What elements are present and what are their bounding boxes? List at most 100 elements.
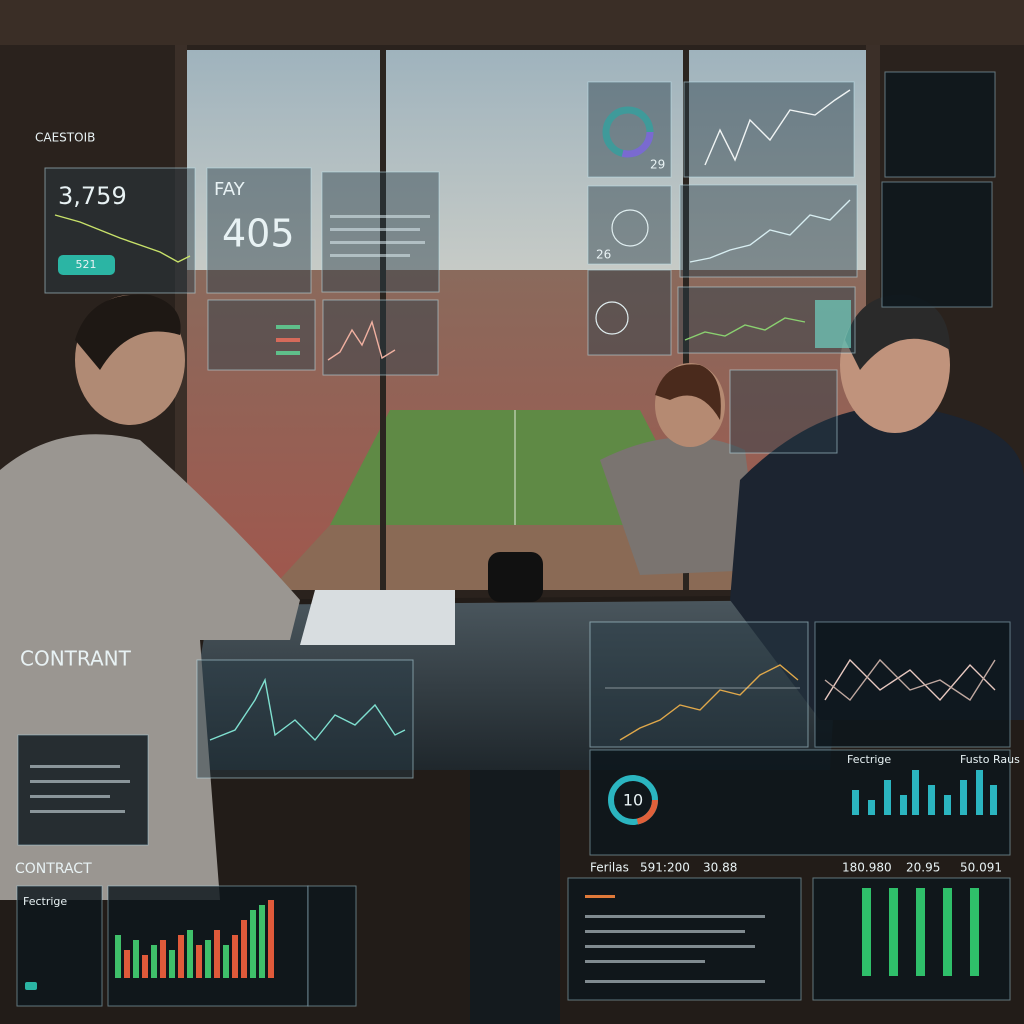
decor-rect	[178, 935, 184, 978]
section-heading: CONTRANT	[20, 647, 132, 671]
decor-rect	[187, 930, 193, 978]
decor-rect	[683, 50, 689, 590]
decor-path	[600, 437, 760, 575]
decor-rect	[133, 940, 139, 978]
decor-rect	[307, 885, 357, 1007]
decor-rect	[17, 734, 149, 846]
decor-rect	[990, 785, 997, 815]
decor-rect	[488, 552, 543, 602]
gauge-value: 10	[623, 791, 643, 810]
decor-polyline	[684, 317, 806, 341]
stat-text: 30.88	[703, 861, 737, 875]
decor-rect	[207, 299, 316, 371]
decor-polyline	[824, 658, 996, 702]
bars	[852, 770, 997, 815]
decor-rect	[729, 369, 838, 454]
decor-circle	[602, 106, 654, 158]
decor-polyline	[327, 319, 396, 361]
decor-rect	[330, 215, 430, 218]
decor-rect	[912, 770, 919, 815]
decor-rect	[276, 351, 300, 355]
decor-rect	[259, 905, 265, 978]
decor-rect	[151, 945, 157, 978]
decor-rect	[814, 621, 1011, 748]
decor-rect	[587, 269, 672, 356]
decor-rect	[58, 255, 115, 275]
decor-rect	[380, 50, 386, 590]
decor-polygon	[300, 590, 455, 645]
stat-text: 50.091	[960, 861, 1002, 875]
panel-group-top-right: 29 26	[587, 71, 996, 454]
decor-circle	[608, 775, 658, 825]
decor-rect	[884, 71, 996, 178]
decor-rect	[815, 300, 851, 348]
decor-rect	[585, 980, 765, 983]
decor-polyline	[689, 199, 851, 263]
decor-polyline	[619, 664, 799, 741]
decor-rect	[322, 299, 439, 376]
decor-rect	[276, 325, 300, 329]
kpi-value: 405	[222, 212, 295, 256]
decor-rect	[868, 800, 875, 815]
decor-polyline	[209, 677, 406, 742]
panel-group-right: 10 Fectrige Fusto Raus Ferilas 591:200 30.…	[567, 621, 1020, 1001]
decor-rect	[196, 659, 414, 779]
decor-circle	[611, 209, 649, 247]
decor-rect	[0, 0, 1024, 45]
decor-rect	[944, 795, 951, 815]
decor-rect	[976, 770, 983, 815]
decor-polyline	[824, 658, 996, 701]
decor-rect	[30, 795, 110, 798]
decor-rect	[175, 45, 187, 605]
decor-rect	[241, 920, 247, 978]
decor-rect	[812, 877, 1011, 1001]
panel-title: Fectrige	[23, 895, 67, 908]
decor-rect	[585, 915, 765, 918]
stat-text: 20.95	[906, 861, 940, 875]
stat-text: 180.980	[842, 861, 892, 875]
decor-rect	[115, 935, 121, 978]
stat-row: Ferilas 591:200 30.88 180.980 20.95 50.091	[590, 861, 1002, 875]
panel-title: Fectrige	[847, 753, 891, 766]
decor-rect	[589, 749, 1011, 856]
bars	[115, 900, 274, 978]
decor-rect	[585, 930, 745, 933]
kpi-value: 3,759	[58, 182, 127, 210]
decor-rect	[268, 900, 274, 978]
decor-path	[655, 364, 721, 420]
stat-text: 591:200	[640, 861, 690, 875]
decor-rect	[884, 780, 891, 815]
decor-rect	[232, 935, 238, 978]
decor-rect	[587, 81, 672, 178]
decor-rect	[196, 945, 202, 978]
kpi-label: FAY	[214, 179, 246, 200]
decor-circle	[595, 301, 629, 335]
panel-group-left: CONTRANT CONTRACT Fectrige	[15, 647, 414, 1007]
decor-rect	[160, 940, 166, 978]
decor-rect	[900, 795, 907, 815]
decor-rect	[30, 765, 120, 768]
decor-rect	[276, 338, 300, 342]
decor-rect	[124, 950, 130, 978]
decor-rect	[567, 877, 802, 1001]
decor-rect	[970, 888, 979, 976]
decor-path	[845, 294, 950, 370]
dial-value: 26	[596, 248, 611, 262]
decor-rect	[916, 888, 925, 976]
decor-rect	[214, 930, 220, 978]
decor-rect	[587, 185, 672, 265]
decor-rect	[585, 960, 705, 963]
decor-rect	[142, 955, 148, 978]
section-heading: CONTRACT	[15, 861, 92, 877]
decor-rect	[683, 81, 855, 178]
decor-path	[75, 294, 181, 370]
heading: CAESTOIB	[35, 131, 95, 145]
decor-rect	[470, 770, 560, 1024]
decor-rect	[330, 228, 420, 231]
decor-rect	[169, 950, 175, 978]
decor-rect	[205, 940, 211, 978]
decor-polyline	[54, 214, 191, 263]
stat-text: Ferilas	[590, 861, 629, 875]
decor-rect	[30, 810, 125, 813]
